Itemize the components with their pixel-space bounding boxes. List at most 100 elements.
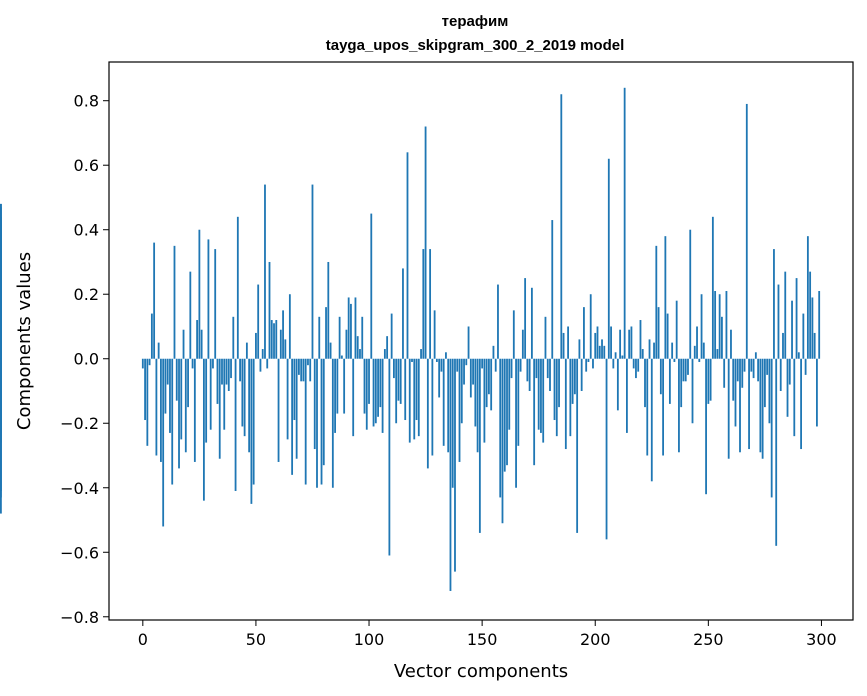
- bar-150: [481, 358, 484, 369]
- bar-11: [166, 358, 169, 385]
- bar-228: [657, 307, 660, 359]
- bar-188: [567, 326, 569, 359]
- bar-187: [564, 358, 567, 450]
- bar-219: [637, 358, 640, 372]
- bar-168: [521, 329, 524, 359]
- bar-218: [635, 358, 637, 379]
- bar-27: [202, 358, 205, 501]
- bar-171: [528, 358, 531, 391]
- bar-269: [750, 358, 753, 372]
- x-axis-ticks: 0 50 100 150 200 250 300: [138, 620, 837, 649]
- bar-87: [338, 316, 341, 359]
- bar-186: [562, 332, 565, 359]
- bar-207: [610, 326, 612, 359]
- bar-40: [232, 316, 235, 359]
- bar-192: [576, 358, 579, 533]
- bar-86: [336, 358, 339, 414]
- bar-30: [209, 358, 212, 430]
- bar-239: [682, 358, 685, 382]
- bar-123: [420, 349, 422, 359]
- bar-202: [598, 345, 601, 359]
- bar-101: [370, 213, 373, 359]
- bar-60: [277, 358, 280, 462]
- x-tick-label-3: 150: [467, 630, 498, 649]
- bar-226: [653, 342, 655, 359]
- bar-125: [424, 126, 427, 359]
- bar-198: [589, 294, 592, 359]
- bar-131: [438, 358, 441, 398]
- bar-48: [250, 358, 253, 504]
- bar-113: [397, 358, 400, 401]
- bar-107: [383, 349, 386, 359]
- bar-47: [248, 358, 251, 453]
- bar-92: [350, 303, 352, 359]
- bar-106: [381, 358, 384, 433]
- bar-124: [422, 249, 425, 359]
- bar-278: [770, 358, 773, 498]
- bar-230: [662, 358, 664, 456]
- bar-105: [379, 358, 382, 408]
- bar-195: [583, 307, 585, 359]
- bar-130: [435, 358, 438, 362]
- bar-390: [0, 203, 2, 359]
- bar-70: [300, 358, 303, 382]
- bar-62: [282, 310, 284, 359]
- bar-137: [451, 358, 454, 488]
- x-axis-label: Vector components: [394, 661, 568, 682]
- bar-176: [540, 358, 542, 433]
- x-tick-label-0: 0: [138, 630, 148, 649]
- bar-287: [791, 300, 793, 359]
- bar-18: [182, 329, 185, 359]
- y-axis-label: Components values: [14, 252, 35, 430]
- bar-183: [555, 358, 558, 437]
- bar-225: [650, 358, 653, 482]
- bar-285: [786, 358, 789, 417]
- bar-215: [628, 329, 631, 359]
- bar-280: [775, 358, 778, 546]
- bar-89: [343, 358, 346, 414]
- bar-63: [284, 339, 287, 359]
- bar-159: [501, 358, 504, 524]
- bars-group: [0, 87, 821, 591]
- bar-21: [189, 271, 192, 359]
- bar-251: [709, 358, 712, 401]
- bar-240: [684, 358, 687, 382]
- y-axis-ticks: −0.8 −0.6 −0.4 −0.2 0.0 0.2 0.4 0.6 0.8: [60, 92, 109, 627]
- bar-118: [408, 358, 411, 443]
- bar-289: [795, 278, 798, 359]
- bar-79: [320, 358, 323, 485]
- bar-82: [327, 261, 330, 359]
- bar-275: [763, 358, 766, 408]
- bar-229: [659, 358, 662, 395]
- bar-46: [245, 342, 248, 359]
- bar-290: [797, 352, 800, 359]
- bar-57: [270, 320, 273, 359]
- bar-28: [205, 358, 208, 443]
- bar-109: [388, 358, 391, 556]
- bar-9: [162, 358, 165, 527]
- bar-91: [347, 297, 350, 359]
- y-tick-label-7: 0.6: [74, 156, 99, 175]
- bar-36: [223, 358, 226, 430]
- bar-244: [693, 345, 696, 359]
- bar-134: [445, 352, 447, 359]
- bar-156: [494, 358, 497, 372]
- bar-104: [377, 358, 379, 417]
- bar-231: [664, 236, 667, 359]
- bar-282: [779, 358, 782, 391]
- bar-117: [406, 152, 409, 359]
- bar-260: [730, 329, 732, 359]
- bar-212: [621, 355, 624, 359]
- bar-297: [813, 332, 816, 359]
- bar-61: [279, 329, 282, 359]
- bar-197: [587, 358, 590, 362]
- bar-216: [630, 326, 633, 359]
- bar-191: [573, 358, 576, 395]
- bar-243: [691, 358, 694, 424]
- bar-29: [207, 239, 210, 359]
- bar-98: [363, 358, 366, 414]
- bar-194: [580, 358, 583, 391]
- bar-273: [759, 358, 762, 453]
